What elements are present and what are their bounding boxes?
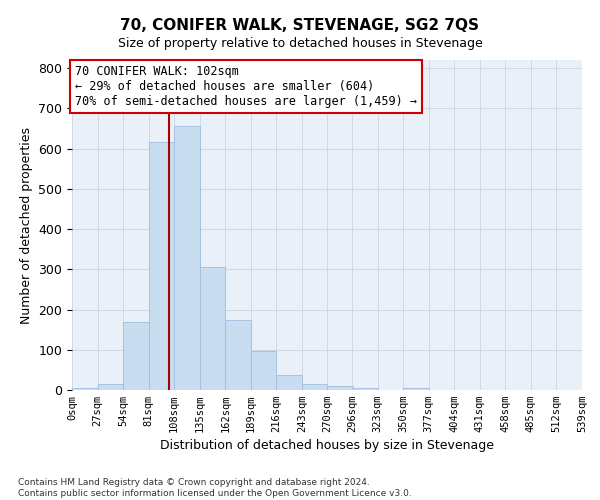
Y-axis label: Number of detached properties: Number of detached properties: [20, 126, 33, 324]
Text: Size of property relative to detached houses in Stevenage: Size of property relative to detached ho…: [118, 38, 482, 51]
X-axis label: Distribution of detached houses by size in Stevenage: Distribution of detached houses by size …: [160, 440, 494, 452]
Bar: [72, 388, 98, 390]
Bar: [352, 388, 377, 390]
Bar: [225, 320, 251, 390]
Bar: [328, 386, 353, 390]
Bar: [251, 351, 277, 390]
Text: 70 CONIFER WALK: 102sqm
← 29% of detached houses are smaller (604)
70% of semi-d: 70 CONIFER WALK: 102sqm ← 29% of detache…: [75, 65, 417, 108]
Text: 70, CONIFER WALK, STEVENAGE, SG2 7QS: 70, CONIFER WALK, STEVENAGE, SG2 7QS: [121, 18, 479, 32]
Bar: [200, 268, 225, 390]
Bar: [174, 126, 200, 390]
Text: Contains HM Land Registry data © Crown copyright and database right 2024.
Contai: Contains HM Land Registry data © Crown c…: [18, 478, 412, 498]
Bar: [149, 142, 174, 390]
Bar: [403, 388, 429, 390]
Bar: [277, 374, 302, 390]
Bar: [98, 384, 123, 390]
Bar: [123, 322, 149, 390]
Bar: [302, 384, 328, 390]
